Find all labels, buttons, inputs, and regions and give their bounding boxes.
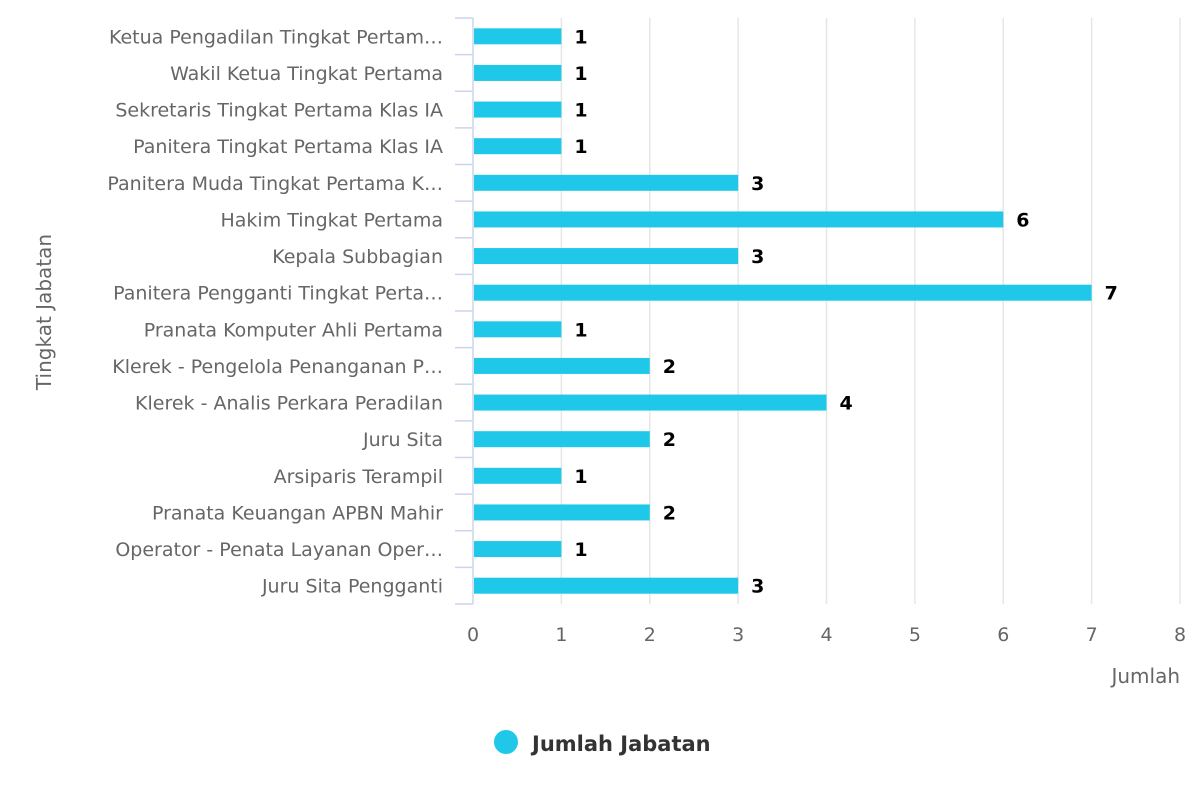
category-label: Panitera Tingkat Pertama Klas IA (133, 136, 443, 158)
category-label: Wakil Ketua Tingkat Pertama (170, 63, 443, 85)
category-label: Ketua Pengadilan Tingkat Pertam… (109, 26, 443, 48)
tick-label: 3 (732, 624, 744, 646)
tick-label: 8 (1174, 624, 1186, 646)
category-label: Juru Sita Pengganti (261, 576, 443, 598)
legend-item[interactable]: Jumlah Jabatan (494, 730, 711, 756)
data-label: 3 (751, 576, 764, 598)
bars (474, 28, 1092, 594)
category-label: Panitera Pengganti Tingkat Perta… (113, 283, 443, 305)
data-label: 4 (840, 393, 853, 415)
bar[interactable] (474, 394, 827, 411)
category-label: Kepala Subbagian (272, 246, 443, 268)
category-label: Operator - Penata Layanan Oper… (115, 539, 443, 561)
tick-label: 1 (555, 624, 567, 646)
data-label: 1 (574, 26, 587, 48)
category-label: Hakim Tingkat Pertama (221, 209, 444, 231)
bar[interactable] (474, 101, 562, 118)
bar[interactable] (474, 357, 650, 374)
category-label: Pranata Keuangan APBN Mahir (152, 502, 443, 524)
tick-label: 7 (1086, 624, 1098, 646)
data-label: 6 (1016, 209, 1029, 231)
legend-marker-icon (494, 730, 518, 754)
tick-label: 5 (909, 624, 921, 646)
data-label: 3 (751, 173, 764, 195)
value-axis-ticks: 0 1 2 3 4 5 6 7 8 (467, 624, 1186, 646)
data-label: 3 (751, 246, 764, 268)
tick-label: 4 (820, 624, 832, 646)
bar[interactable] (474, 284, 1092, 301)
bar[interactable] (474, 211, 1004, 228)
bar[interactable] (474, 504, 650, 521)
data-label: 2 (663, 429, 676, 451)
legend-label: Jumlah Jabatan (530, 732, 711, 756)
bar[interactable] (474, 431, 650, 448)
tick-label: 6 (997, 624, 1009, 646)
tick-label: 2 (644, 624, 656, 646)
bar[interactable] (474, 541, 562, 558)
bar[interactable] (474, 577, 739, 594)
data-label: 1 (574, 100, 587, 122)
tick-label: 0 (467, 624, 479, 646)
category-label: Panitera Muda Tingkat Pertama K… (107, 173, 443, 195)
bar[interactable] (474, 467, 562, 484)
value-axis-title: Jumlah (1109, 664, 1180, 688)
bar[interactable] (474, 248, 739, 265)
category-label: Pranata Komputer Ahli Pertama (144, 319, 443, 341)
data-label: 1 (574, 136, 587, 158)
category-axis-title: Tingkat Jabatan (32, 234, 56, 391)
data-label: 2 (663, 502, 676, 524)
bar[interactable] (474, 138, 562, 155)
data-label: 2 (663, 356, 676, 378)
data-label: 1 (574, 319, 587, 341)
data-labels: 1 1 1 1 3 6 3 7 1 2 4 2 1 2 1 3 (574, 26, 1117, 597)
bar[interactable] (474, 64, 562, 81)
category-label: Klerek - Analis Perkara Peradilan (135, 393, 443, 415)
data-label: 1 (574, 63, 587, 85)
bar[interactable] (474, 174, 739, 191)
category-label: Juru Sita (362, 429, 443, 451)
data-label: 1 (574, 539, 587, 561)
bar[interactable] (474, 28, 562, 45)
category-label: Sekretaris Tingkat Pertama Klas IA (115, 100, 443, 122)
category-labels: Ketua Pengadilan Tingkat Pertam… Wakil Ke… (107, 26, 443, 597)
grid-lines (455, 17, 1181, 605)
data-label: 7 (1105, 283, 1118, 305)
data-label: 1 (574, 466, 587, 488)
category-label: Arsiparis Terampil (274, 466, 443, 488)
category-label: Klerek - Pengelola Penanganan P… (112, 356, 443, 378)
bar[interactable] (474, 321, 562, 338)
